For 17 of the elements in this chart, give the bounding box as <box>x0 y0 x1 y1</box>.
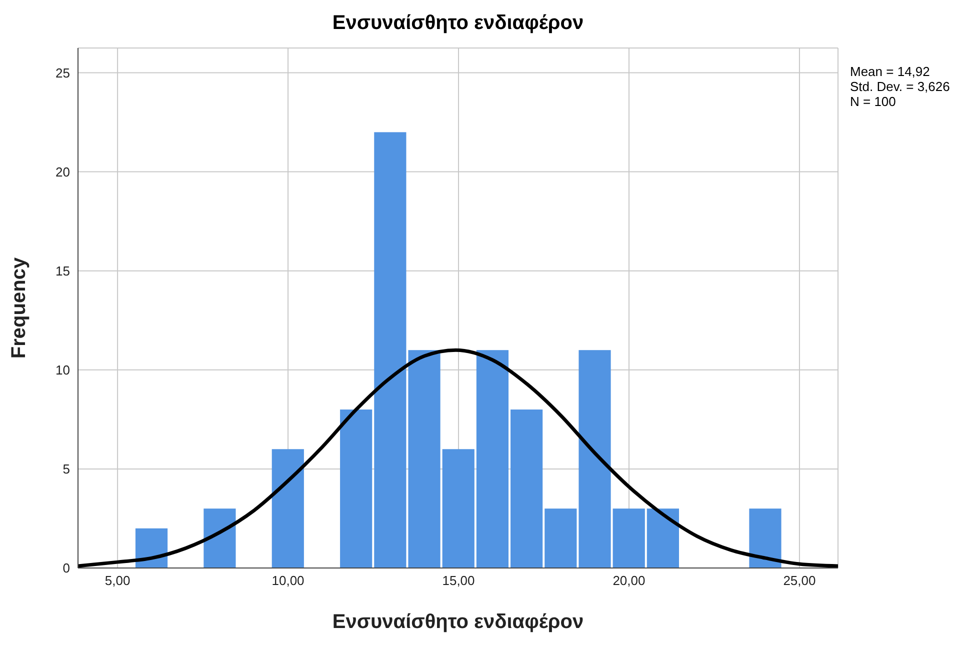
x-tick-label: 5,00 <box>104 573 130 588</box>
y-tick-label: 15 <box>56 263 70 278</box>
x-tick-label: 25,00 <box>783 573 816 588</box>
text: Mean = 14,92 <box>850 64 931 79</box>
y-tick-label: 0 <box>62 560 70 576</box>
x-tick-label: 20,00 <box>612 573 646 588</box>
y-tick-label: 5 <box>62 462 70 477</box>
x-tick-label: 10,00 <box>272 573 304 588</box>
x-tick-label: 15,00 <box>442 573 475 588</box>
chart-title: Ενσυναίσθητο ενδιαφέρον <box>331 11 585 36</box>
y-axis-title: Frequency <box>8 256 30 359</box>
x-axis-title: Ενσυναίσθητο ενδιαφέρον <box>332 611 584 633</box>
text: Std. Dev. = 3,626 <box>850 79 950 94</box>
text: N = 100 <box>850 94 897 109</box>
y-tick-label: 20 <box>56 164 70 180</box>
y-tick-label: 25 <box>56 65 70 80</box>
y-tick-label: 10 <box>56 362 70 378</box>
